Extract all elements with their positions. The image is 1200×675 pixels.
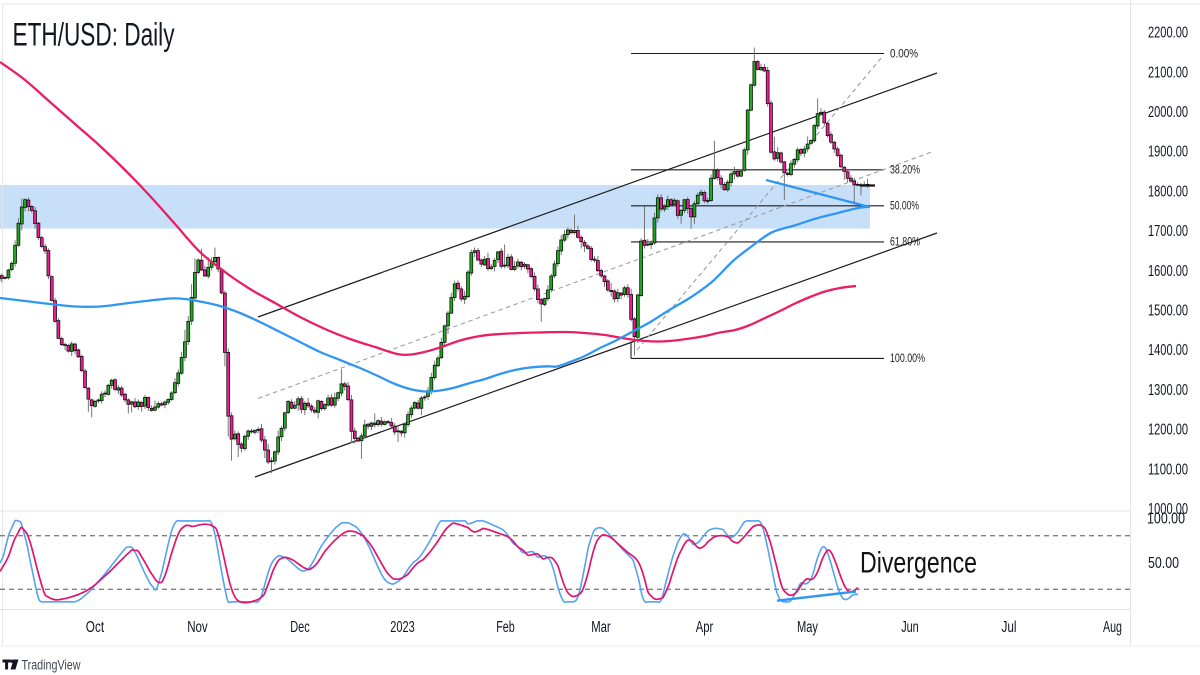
svg-text:2000.00: 2000.00	[1148, 104, 1188, 121]
svg-text:1800.00: 1800.00	[1148, 183, 1188, 200]
svg-text:Jul: Jul	[1002, 619, 1017, 636]
svg-text:50.00%: 50.00%	[890, 199, 919, 213]
svg-text:1700.00: 1700.00	[1148, 223, 1188, 240]
svg-text:2023: 2023	[390, 619, 415, 636]
svg-text:2100.00: 2100.00	[1148, 64, 1188, 81]
svg-text:Oct: Oct	[86, 619, 105, 636]
svg-text:1900.00: 1900.00	[1148, 144, 1188, 161]
svg-text:2200.00: 2200.00	[1148, 25, 1188, 42]
svg-text:Jun: Jun	[901, 619, 919, 636]
svg-text:Apr: Apr	[696, 619, 714, 636]
svg-text:May: May	[797, 619, 818, 636]
svg-text:ETH/USD: Daily: ETH/USD: Daily	[13, 17, 175, 53]
svg-text:Mar: Mar	[591, 619, 611, 636]
svg-text:50.00: 50.00	[1148, 555, 1179, 572]
svg-text:Feb: Feb	[496, 619, 515, 636]
svg-text:1300.00: 1300.00	[1148, 382, 1188, 399]
svg-text:1400.00: 1400.00	[1148, 342, 1188, 359]
svg-text:Divergence: Divergence	[860, 547, 977, 580]
svg-text:1000.00: 1000.00	[1148, 501, 1188, 518]
svg-text:1500.00: 1500.00	[1148, 302, 1188, 319]
svg-text:TradingView: TradingView	[22, 658, 81, 673]
svg-text:1200.00: 1200.00	[1148, 422, 1188, 439]
svg-text:Aug: Aug	[1103, 619, 1122, 636]
svg-text:0.00%: 0.00%	[890, 46, 918, 60]
svg-text:100.00%: 100.00%	[890, 351, 925, 365]
svg-text:1100.00: 1100.00	[1148, 461, 1188, 478]
svg-text:1600.00: 1600.00	[1148, 263, 1188, 280]
svg-text:38.20%: 38.20%	[890, 163, 920, 177]
svg-text:Dec: Dec	[290, 619, 310, 636]
svg-text:61.80%: 61.80%	[890, 235, 920, 249]
svg-text:Nov: Nov	[187, 619, 208, 636]
svg-text:100.00: 100.00	[1147, 510, 1185, 527]
